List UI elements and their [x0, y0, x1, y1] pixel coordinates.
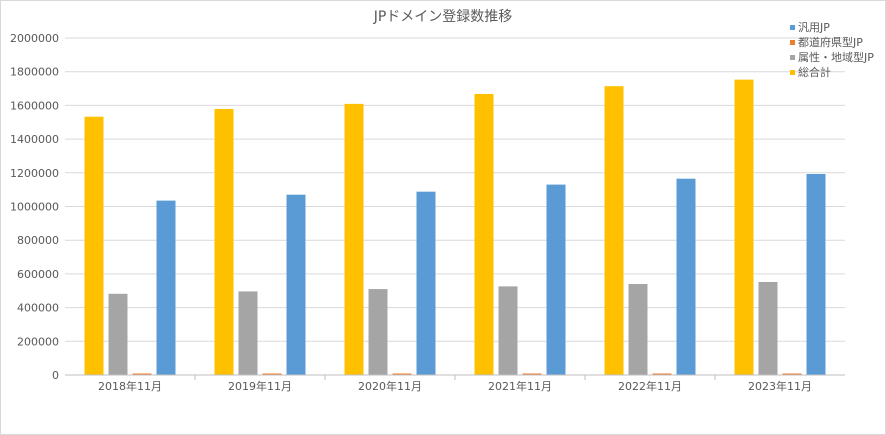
- bars: [84, 79, 826, 376]
- chart-title: JPドメイン登録数推移: [373, 9, 513, 25]
- bar: [474, 93, 494, 375]
- y-tick-label: 2000000: [10, 32, 59, 45]
- bar: [758, 281, 778, 375]
- x-tick-label: 2019年11月: [228, 379, 292, 393]
- y-tick-label: 1200000: [10, 167, 59, 180]
- x-tick-label: 2020年11月: [358, 379, 422, 393]
- y-tick-label: 1400000: [10, 133, 59, 146]
- bar: [108, 293, 128, 375]
- legend-label: 都道府県型JP: [798, 35, 863, 49]
- bar: [132, 373, 152, 375]
- y-tick-label: 1800000: [10, 66, 59, 79]
- y-tick-label: 400000: [17, 302, 59, 315]
- bar: [628, 284, 648, 375]
- bar: [368, 289, 388, 375]
- bar: [238, 291, 258, 375]
- legend-swatch: [790, 40, 795, 45]
- bar: [344, 103, 364, 376]
- bar: [734, 79, 754, 375]
- bar: [156, 200, 176, 375]
- legend-swatch: [790, 25, 795, 30]
- y-tick-label: 1000000: [10, 201, 59, 214]
- gridlines: [65, 37, 845, 342]
- y-tick-label: 0: [52, 369, 59, 382]
- bar: [498, 286, 518, 375]
- legend-swatch: [790, 55, 795, 60]
- bar: [652, 373, 672, 375]
- bar: [416, 191, 436, 375]
- bar: [286, 194, 306, 375]
- bar: [522, 373, 542, 375]
- legend-label: 汎用JP: [798, 20, 830, 34]
- bar: [782, 373, 802, 375]
- legend-label: 総合計: [798, 65, 831, 79]
- x-tick-label: 2021年11月: [488, 379, 552, 393]
- bar: [546, 184, 566, 375]
- y-tick-label: 200000: [17, 335, 59, 348]
- bar: [806, 173, 826, 375]
- legend-swatch: [790, 70, 795, 75]
- bar: [214, 108, 234, 375]
- bar: [676, 178, 696, 375]
- x-tick-label: 2018年11月: [98, 379, 162, 393]
- bar: [84, 116, 104, 375]
- x-tick-label: 2022年11月: [618, 379, 682, 393]
- bar: [262, 373, 282, 375]
- legend-label: 属性・地域型JP: [798, 50, 874, 64]
- axes: 0 200000 400000 600000 800000 1000000 1200000 1…: [10, 32, 845, 393]
- y-tick-label: 600000: [17, 268, 59, 281]
- bar: [392, 373, 412, 375]
- y-tick-label: 1600000: [10, 99, 59, 112]
- y-tick-label: 800000: [17, 234, 59, 247]
- bar: [604, 86, 624, 375]
- x-tick-label: 2023年11月: [748, 379, 812, 393]
